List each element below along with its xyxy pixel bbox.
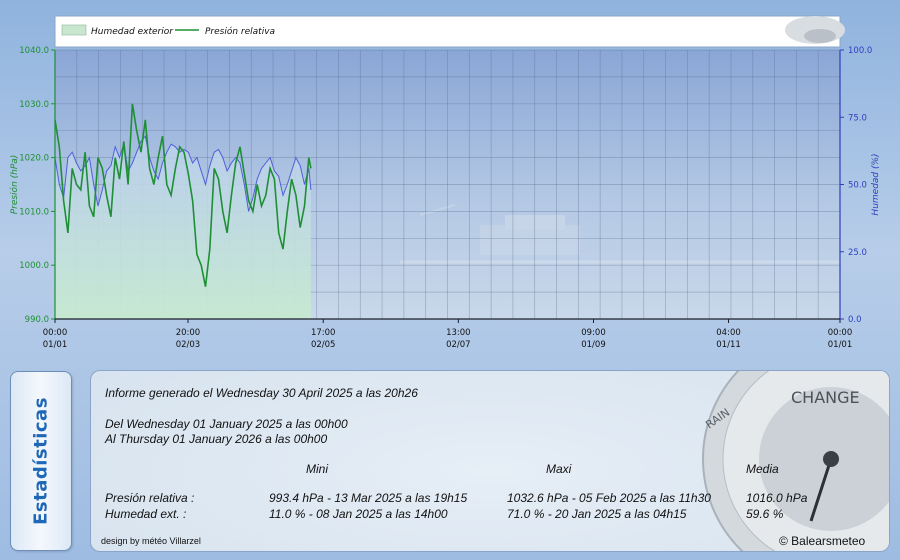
y-left-axis-title: Presión (hPa)	[9, 155, 20, 215]
axis-labels: 990.0 1000.0 1010.0 1020.0 1030.0 1040.0 0.0 25…	[9, 46, 881, 350]
series-humedad-exterior-line	[54, 134, 312, 212]
x-tick-time: 04:00	[716, 328, 741, 338]
row-presion-mini: 993.4 hPa - 13 Mar 2025 a las 19h15	[269, 491, 468, 505]
x-tick-time: 20:00	[176, 328, 201, 338]
y-right-tick-label: 0.0	[848, 315, 862, 325]
series-humedad-exterior-area	[55, 136, 311, 319]
period-from: Del Wednesday 01 January 2025 a las 00h0…	[105, 417, 348, 431]
header-mini: Mini	[306, 462, 329, 476]
svg-text:CHANGE: CHANGE	[791, 388, 860, 407]
row-presion-maxi: 1032.6 hPa - 05 Feb 2025 a las 11h30	[507, 491, 711, 505]
row-label-presion: Presión relativa :	[105, 491, 195, 505]
y-left-tick-label: 1040.0	[19, 46, 49, 56]
barometer-image: CHANGE RAIN	[702, 371, 889, 551]
chart-legend: Humedad exterior Presión relativa	[54, 15, 845, 48]
y-left-tick-label: 1010.0	[19, 207, 49, 217]
row-label-humedad: Humedad ext. :	[105, 507, 187, 521]
stats-tab-label: Estadísticas	[30, 397, 52, 525]
x-tick-date: 01/09	[581, 340, 606, 350]
x-tick-time: 00:00	[828, 328, 853, 338]
x-tick-date: 02/07	[446, 340, 471, 350]
legend-swatch-humedad	[61, 24, 87, 36]
stats-tab[interactable]: Estadísticas	[10, 371, 72, 551]
legend-label-presion: Presión relativa	[205, 26, 275, 37]
chart-area: Humedad exterior Presión relativa 990.0 10…	[9, 15, 881, 350]
row-presion-media: 1016.0 hPa	[746, 491, 808, 505]
y-right-tick-label: 50.0	[848, 181, 867, 191]
y-left-tick-label: 990.0	[25, 315, 49, 325]
x-tick-date: 01/11	[716, 340, 741, 350]
x-tick-time: 13:00	[446, 328, 471, 338]
chart-svg: Humedad exterior Presión relativa 990.0 10…	[9, 15, 881, 350]
x-tick-date: 01/01	[43, 340, 68, 350]
y-left-tick-label: 1020.0	[19, 154, 49, 164]
header-media: Media	[746, 462, 779, 476]
report-generated: Informe generado el Wednesday 30 April 2…	[105, 386, 418, 400]
y-right-axis-title: Humedad (%)	[871, 153, 881, 215]
row-humedad-mini: 11.0 % - 08 Jan 2025 a las 14h00	[269, 507, 448, 521]
x-tick-date: 02/05	[311, 340, 336, 350]
legend-box	[54, 15, 841, 48]
stats-panel: CHANGE RAIN Informe generado el Wednesda…	[90, 370, 890, 552]
y-left-tick-label: 1000.0	[19, 261, 49, 271]
copyright: © Balearsmeteo	[779, 534, 866, 548]
x-tick-date: 01/01	[828, 340, 853, 350]
header-maxi: Maxi	[546, 462, 572, 476]
x-tick-time: 17:00	[311, 328, 336, 338]
legend-label-humedad: Humedad exterior	[91, 27, 174, 37]
series-presion-relativa	[54, 103, 312, 287]
period-to: Al Thursday 01 January 2026 a las 00h00	[105, 432, 328, 446]
design-credit: design by météo Villarzel	[101, 536, 201, 546]
y-right-tick-label: 25.0	[848, 248, 867, 258]
row-humedad-maxi: 71.0 % - 20 Jan 2025 a las 04h15	[507, 507, 687, 521]
background-scene	[400, 204, 840, 264]
y-right-tick-label: 75.0	[848, 113, 867, 123]
axes	[51, 49, 844, 323]
row-humedad-media: 59.6 %	[746, 507, 784, 521]
y-right-tick-label: 100.0	[848, 46, 872, 56]
x-tick-time: 00:00	[43, 328, 68, 338]
y-left-tick-label: 1030.0	[19, 100, 49, 110]
x-tick-time: 09:00	[581, 328, 606, 338]
x-tick-date: 02/03	[176, 340, 201, 350]
